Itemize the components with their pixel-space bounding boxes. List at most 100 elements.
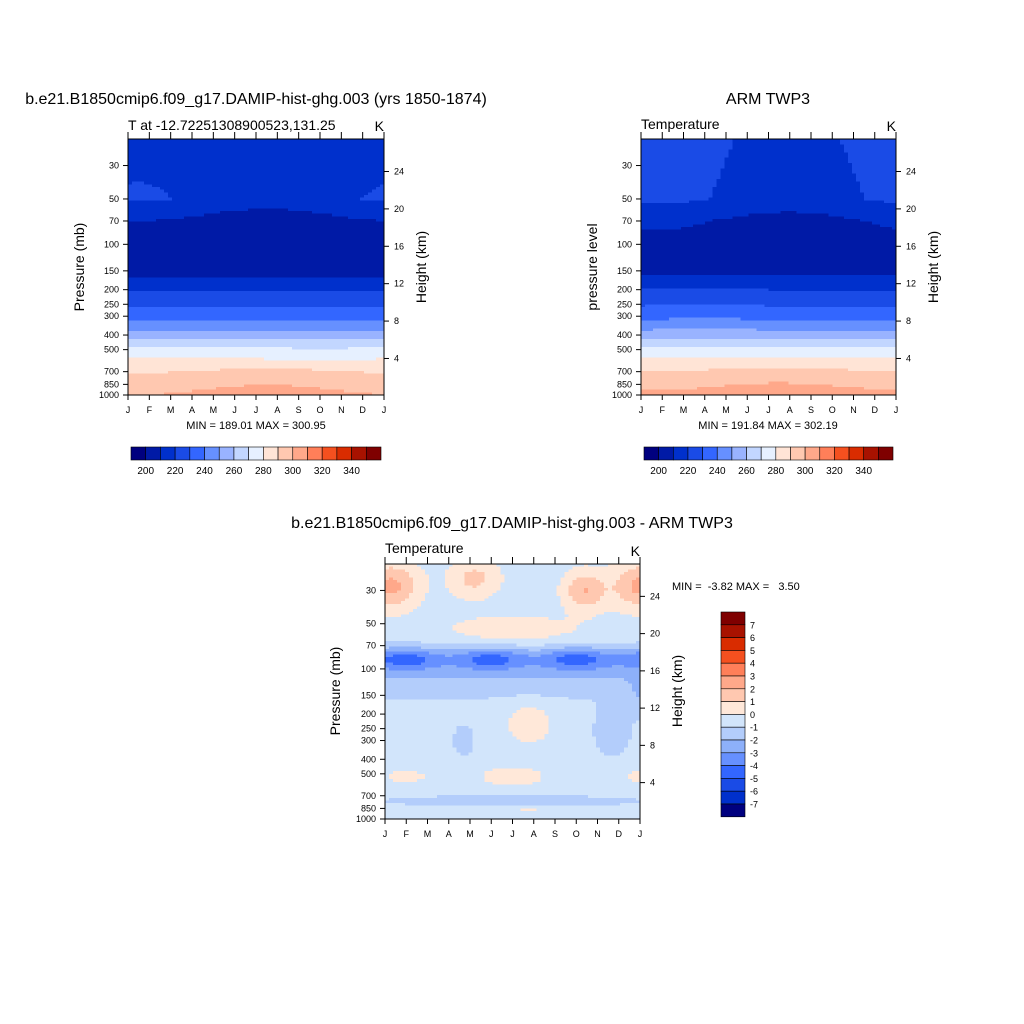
contour-cell <box>316 307 321 311</box>
contour-cell <box>204 301 209 305</box>
contour-cell <box>324 165 329 169</box>
contour-cell <box>204 219 209 223</box>
contour-cell <box>308 301 313 305</box>
contour-cell <box>244 192 249 196</box>
contour-cell <box>156 243 161 247</box>
contour-cell <box>204 267 209 271</box>
contour-cell <box>292 309 297 313</box>
contour-cell <box>324 299 329 303</box>
contour-cell <box>320 240 325 244</box>
contour-cell <box>356 144 361 148</box>
contour-cell <box>152 139 157 143</box>
contour-cell <box>356 259 361 263</box>
contour-cell <box>164 155 169 159</box>
contour-cell <box>348 320 353 324</box>
contour-cell <box>208 261 213 265</box>
contour-cell <box>360 195 365 199</box>
contour-cell <box>268 293 273 297</box>
contour-cell <box>152 141 157 145</box>
contour-cell <box>284 168 289 172</box>
contour-cell <box>308 240 313 244</box>
contour-cell <box>244 200 249 204</box>
contour-cell <box>136 195 141 199</box>
contour-cell <box>196 269 201 273</box>
contour-cell <box>312 301 317 305</box>
contour-cell <box>364 208 369 212</box>
contour-cell <box>224 147 229 151</box>
contour-cell <box>196 245 201 249</box>
contour-cell <box>308 219 313 223</box>
contour-cell <box>312 307 317 311</box>
contour-cell <box>336 141 341 145</box>
contour-cell <box>332 235 337 239</box>
contour-cell <box>272 291 277 295</box>
contour-cell <box>208 296 213 300</box>
contour-cell <box>252 240 257 244</box>
contour-cell <box>128 160 133 164</box>
contour-cell <box>176 291 181 295</box>
contour-cell <box>272 280 277 284</box>
contour-cell <box>372 232 377 236</box>
contour-cell <box>328 213 333 217</box>
contour-cell <box>352 304 357 308</box>
contour-cell <box>152 203 157 207</box>
contour-cell <box>360 253 365 257</box>
contour-cell <box>324 205 329 209</box>
contour-cell <box>204 240 209 244</box>
contour-cell <box>288 219 293 223</box>
contour-cell <box>244 213 249 217</box>
contour-cell <box>272 240 277 244</box>
contour-cell <box>268 219 273 223</box>
contour-cell <box>136 259 141 263</box>
contour-cell <box>328 301 333 305</box>
contour-cell <box>212 171 217 175</box>
contour-cell <box>348 165 353 169</box>
contour-cell <box>316 221 321 225</box>
contour-cell <box>360 245 365 249</box>
contour-cell <box>200 184 205 188</box>
contour-cell <box>376 192 381 196</box>
contour-cell <box>160 315 165 319</box>
contour-cell <box>132 293 137 297</box>
contour-cell <box>128 171 133 175</box>
contour-cell <box>140 288 145 292</box>
contour-cell <box>144 227 149 231</box>
contour-cell <box>296 203 301 207</box>
contour-cell <box>168 139 173 143</box>
contour-cell <box>276 152 281 156</box>
contour-cell <box>328 197 333 201</box>
contour-cell <box>276 229 281 233</box>
contour-cell <box>380 187 385 191</box>
contour-cell <box>316 320 321 324</box>
contour-cell <box>328 160 333 164</box>
contour-cell <box>316 160 321 164</box>
contour-cell <box>252 229 257 233</box>
contour-cell <box>308 235 313 239</box>
contour-cell <box>156 192 161 196</box>
contour-cell <box>224 291 229 295</box>
contour-cell <box>320 299 325 303</box>
contour-cell <box>320 245 325 249</box>
contour-cell <box>136 224 141 228</box>
contour-cell <box>256 275 261 279</box>
contour-cell <box>316 165 321 169</box>
contour-cell <box>216 173 221 177</box>
contour-cell <box>312 227 317 231</box>
contour-cell <box>212 176 217 180</box>
contour-cell <box>260 163 265 167</box>
contour-cell <box>244 261 249 265</box>
contour-cell <box>352 176 357 180</box>
contour-cell <box>248 277 253 281</box>
contour-cell <box>192 299 197 303</box>
contour-cell <box>252 320 257 324</box>
contour-cell <box>240 261 245 265</box>
contour-cell <box>356 165 361 169</box>
contour-cell <box>212 232 217 236</box>
contour-cell <box>300 280 305 284</box>
contour-cell <box>136 139 141 143</box>
contour-cell <box>244 163 249 167</box>
contour-cell <box>136 144 141 148</box>
contour-cell <box>280 259 285 263</box>
contour-cell <box>304 312 309 316</box>
contour-cell <box>144 157 149 161</box>
